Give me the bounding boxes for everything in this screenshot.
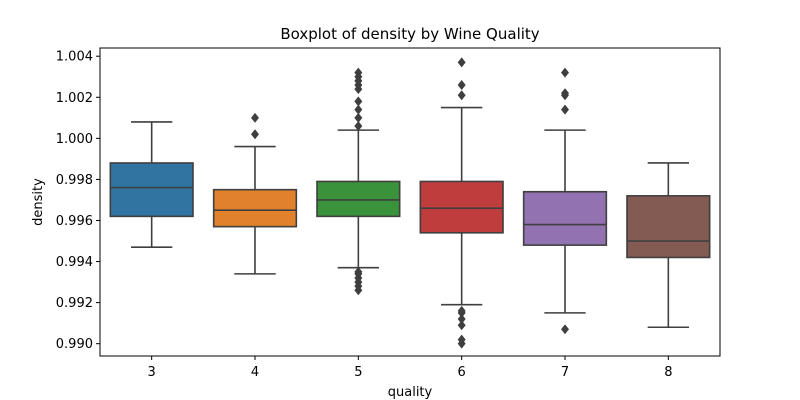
outlier-point	[561, 104, 569, 115]
x-tick-label: 7	[561, 365, 569, 380]
outlier-point	[354, 67, 363, 78]
box-iqr	[212, 188, 298, 228]
box-group-quality-8	[626, 162, 711, 329]
box-iqr	[626, 195, 711, 259]
outlier-point	[354, 121, 363, 132]
box-iqr	[316, 180, 401, 218]
x-tick-label: 4	[251, 365, 259, 380]
outlier-point	[457, 90, 466, 101]
outlier-point	[457, 314, 466, 325]
x-tick-label: 8	[664, 365, 672, 380]
plot-area	[109, 57, 711, 349]
outlier-point	[354, 266, 363, 277]
outlier-point	[457, 320, 466, 331]
box-group-quality-5	[316, 67, 401, 296]
x-axis: 3 4 5 6 7 8	[148, 356, 672, 380]
box-group-quality-3	[109, 121, 194, 248]
box-group-quality-4	[212, 112, 298, 275]
box-iqr	[522, 190, 608, 246]
y-axis-label: density	[31, 178, 46, 226]
y-tick-label: 0.992	[56, 296, 93, 311]
box-group-quality-7	[522, 67, 608, 335]
box-iqr	[419, 180, 504, 234]
x-tick-label: 5	[354, 365, 362, 380]
y-tick-label: 0.998	[56, 173, 93, 188]
y-tick-label: 0.996	[56, 214, 93, 229]
outlier-point	[561, 88, 569, 99]
x-tick-label: 3	[148, 365, 156, 380]
outlier-point	[354, 104, 363, 115]
outlier-point	[354, 112, 363, 123]
y-tick-label: 0.994	[56, 255, 93, 270]
outlier-point	[561, 324, 569, 335]
y-tick-label: 1.002	[56, 91, 93, 106]
box-group-quality-6	[419, 57, 504, 349]
y-tick-label: 1.000	[56, 132, 93, 147]
outlier-point	[457, 334, 466, 345]
outlier-point	[251, 112, 259, 123]
box-iqr	[109, 162, 194, 218]
y-tick-label: 1.004	[56, 50, 93, 65]
outlier-point	[457, 79, 466, 90]
outlier-point	[457, 305, 466, 316]
outlier-point	[561, 67, 569, 78]
y-tick-label: 0.990	[56, 337, 93, 352]
x-tick-label: 6	[458, 365, 466, 380]
outlier-point	[457, 57, 466, 68]
plot-frame	[99, 47, 721, 357]
outlier-point	[251, 129, 259, 140]
y-axis: 0.990 0.992 0.994 0.996 0.998 1.000 1.002 1.004	[56, 50, 100, 352]
x-axis-label: quality	[388, 385, 433, 400]
chart-title: Boxplot of density by Wine Quality	[280, 25, 539, 43]
outlier-point	[354, 96, 363, 107]
